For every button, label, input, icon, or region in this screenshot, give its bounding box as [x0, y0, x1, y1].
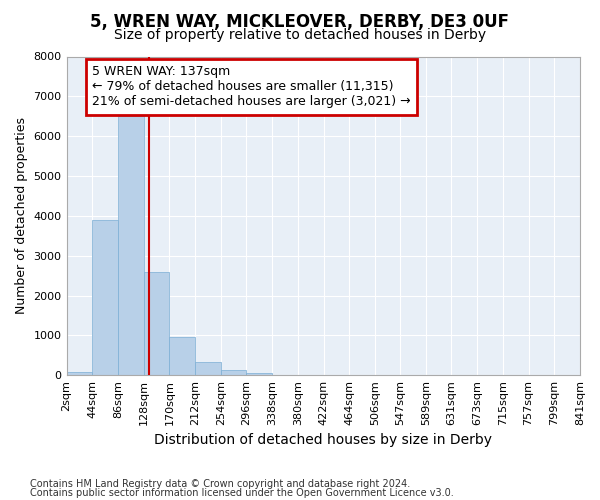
Text: Size of property relative to detached houses in Derby: Size of property relative to detached ho…: [114, 28, 486, 42]
Bar: [118, 116, 143, 375]
Bar: [247, 373, 272, 375]
Text: Contains HM Land Registry data © Crown copyright and database right 2024.: Contains HM Land Registry data © Crown c…: [30, 479, 410, 489]
Bar: [169, 338, 195, 375]
X-axis label: Distribution of detached houses by size in Derby: Distribution of detached houses by size …: [154, 434, 492, 448]
Y-axis label: Number of detached properties: Number of detached properties: [15, 118, 28, 314]
Bar: [221, 370, 247, 375]
Bar: [67, 372, 92, 375]
Text: 5 WREN WAY: 137sqm
← 79% of detached houses are smaller (11,315)
21% of semi-det: 5 WREN WAY: 137sqm ← 79% of detached hou…: [92, 66, 411, 108]
Bar: [92, 220, 118, 375]
Text: 5, WREN WAY, MICKLEOVER, DERBY, DE3 0UF: 5, WREN WAY, MICKLEOVER, DERBY, DE3 0UF: [91, 12, 509, 30]
Text: Contains public sector information licensed under the Open Government Licence v3: Contains public sector information licen…: [30, 488, 454, 498]
Bar: [195, 362, 221, 375]
Bar: [143, 272, 169, 375]
